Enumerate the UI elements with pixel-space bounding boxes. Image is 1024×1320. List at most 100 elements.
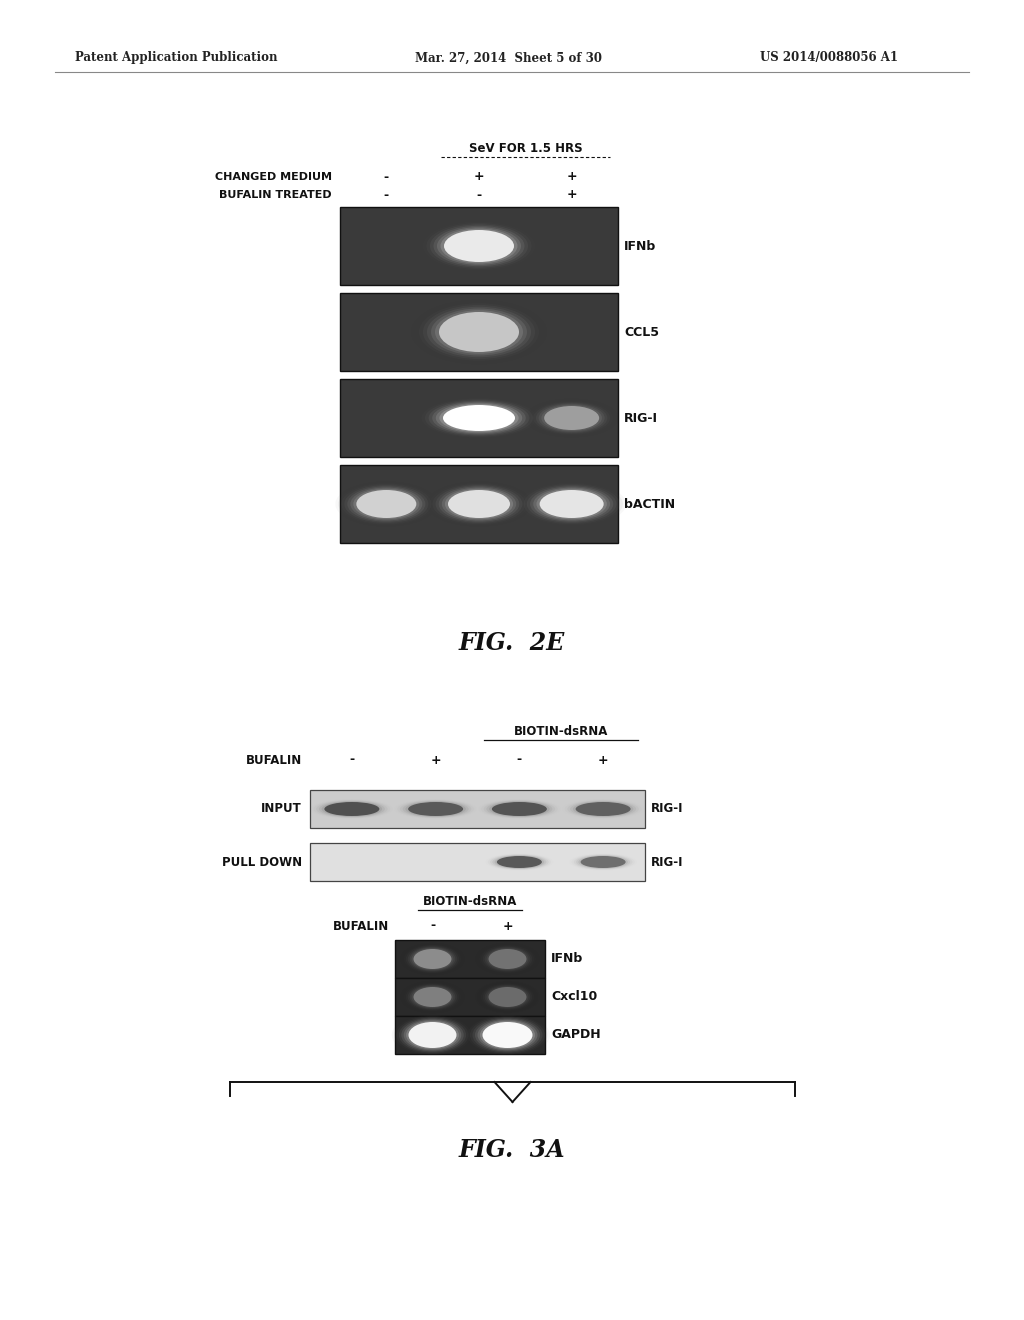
Ellipse shape (403, 1020, 461, 1051)
Text: +: + (474, 170, 484, 183)
Bar (310, 843, 645, 880)
Ellipse shape (571, 854, 635, 870)
Ellipse shape (537, 488, 607, 519)
Ellipse shape (534, 401, 610, 434)
Ellipse shape (482, 985, 532, 1010)
Ellipse shape (540, 490, 604, 517)
Ellipse shape (534, 487, 610, 520)
Text: BUFALIN TREATED: BUFALIN TREATED (219, 190, 332, 201)
Ellipse shape (441, 487, 516, 520)
Ellipse shape (356, 490, 417, 517)
Ellipse shape (536, 403, 607, 433)
Bar (340, 207, 618, 285)
Ellipse shape (429, 400, 529, 436)
Ellipse shape (575, 803, 631, 816)
Ellipse shape (472, 1018, 543, 1052)
Ellipse shape (394, 1015, 471, 1055)
Ellipse shape (396, 1016, 469, 1053)
Ellipse shape (486, 801, 552, 817)
Ellipse shape (402, 944, 463, 974)
Ellipse shape (484, 985, 530, 1008)
Ellipse shape (412, 948, 454, 970)
Ellipse shape (399, 1018, 466, 1052)
Ellipse shape (497, 855, 542, 869)
Ellipse shape (482, 946, 532, 972)
Ellipse shape (481, 945, 535, 973)
Ellipse shape (577, 855, 630, 869)
Ellipse shape (492, 803, 547, 816)
Text: +: + (430, 754, 441, 767)
Ellipse shape (402, 982, 463, 1012)
Text: CCL5: CCL5 (624, 326, 659, 338)
Text: PULL DOWN: PULL DOWN (222, 855, 302, 869)
Ellipse shape (435, 310, 523, 354)
Ellipse shape (486, 948, 528, 970)
Ellipse shape (412, 986, 454, 1008)
Ellipse shape (477, 944, 538, 974)
Bar (395, 978, 545, 1016)
Text: -: - (430, 920, 435, 932)
Ellipse shape (488, 949, 526, 969)
Text: RIG-I: RIG-I (624, 412, 658, 425)
Ellipse shape (579, 855, 628, 869)
Ellipse shape (449, 490, 510, 517)
Ellipse shape (402, 801, 469, 817)
Text: Patent Application Publication: Patent Application Publication (75, 51, 278, 65)
Text: -: - (476, 189, 481, 202)
Ellipse shape (406, 801, 466, 817)
Ellipse shape (409, 1022, 457, 1048)
Bar (340, 465, 618, 543)
Text: CHANGED MEDIUM: CHANGED MEDIUM (215, 172, 332, 182)
Ellipse shape (481, 800, 558, 818)
Ellipse shape (444, 488, 513, 519)
Ellipse shape (316, 800, 388, 818)
Ellipse shape (439, 312, 519, 352)
Ellipse shape (523, 484, 620, 524)
Text: INPUT: INPUT (261, 803, 302, 816)
Ellipse shape (433, 226, 524, 267)
Text: -: - (349, 754, 354, 767)
Ellipse shape (322, 801, 382, 817)
Ellipse shape (495, 855, 544, 869)
Text: BIOTIN-dsRNA: BIOTIN-dsRNA (514, 725, 608, 738)
Ellipse shape (482, 1022, 532, 1048)
Ellipse shape (544, 407, 599, 430)
Text: -: - (384, 170, 389, 183)
Ellipse shape (493, 855, 547, 869)
Ellipse shape (437, 227, 521, 265)
Ellipse shape (313, 800, 390, 818)
Ellipse shape (423, 305, 535, 359)
Text: FIG.  2E: FIG. 2E (459, 631, 565, 655)
Ellipse shape (432, 401, 525, 434)
Ellipse shape (401, 1019, 464, 1052)
Bar (310, 789, 645, 828)
Ellipse shape (475, 1019, 540, 1052)
Ellipse shape (415, 301, 543, 363)
Ellipse shape (539, 404, 604, 432)
Ellipse shape (477, 982, 538, 1012)
Ellipse shape (439, 404, 518, 432)
Text: Cxcl10: Cxcl10 (551, 990, 597, 1003)
Ellipse shape (341, 484, 431, 524)
Ellipse shape (486, 986, 528, 1008)
Ellipse shape (414, 987, 452, 1007)
Ellipse shape (338, 483, 434, 525)
Text: SeV FOR 1.5 HRS: SeV FOR 1.5 HRS (469, 143, 583, 154)
Ellipse shape (444, 230, 514, 261)
Ellipse shape (564, 800, 642, 818)
Ellipse shape (419, 304, 539, 360)
Ellipse shape (408, 946, 457, 972)
Ellipse shape (407, 1020, 459, 1049)
Ellipse shape (530, 401, 613, 436)
Bar (395, 1016, 545, 1053)
Text: RIG-I: RIG-I (651, 803, 683, 816)
Ellipse shape (570, 801, 636, 817)
Ellipse shape (404, 945, 461, 973)
Ellipse shape (414, 949, 452, 969)
Ellipse shape (484, 948, 530, 970)
Text: -: - (517, 754, 522, 767)
Ellipse shape (431, 309, 527, 355)
Text: bACTIN: bACTIN (624, 498, 675, 511)
Ellipse shape (436, 403, 522, 433)
Ellipse shape (353, 488, 420, 519)
